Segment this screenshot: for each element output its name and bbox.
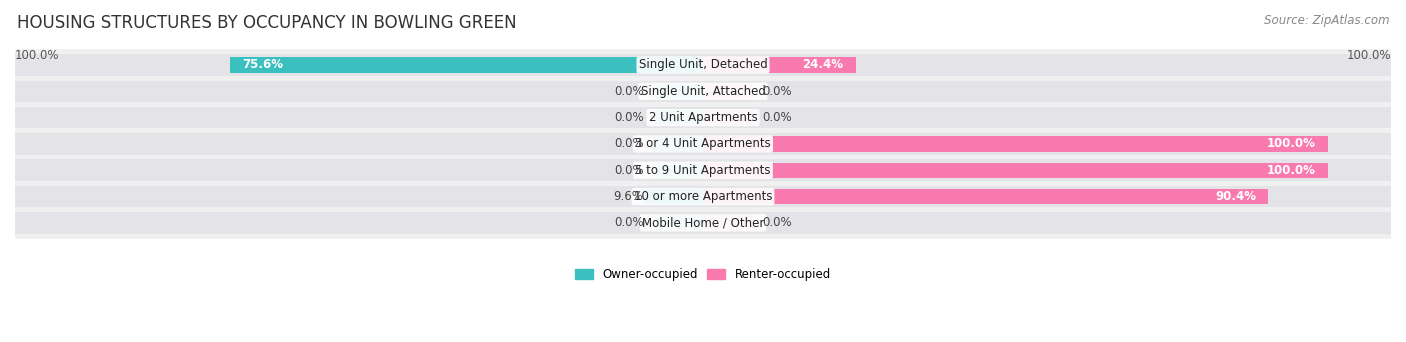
Bar — [643, 189, 703, 204]
Text: 24.4%: 24.4% — [801, 58, 844, 71]
Text: HOUSING STRUCTURES BY OCCUPANCY IN BOWLING GREEN: HOUSING STRUCTURES BY OCCUPANCY IN BOWLI… — [17, 14, 516, 32]
Text: 100.0%: 100.0% — [1347, 49, 1391, 62]
Bar — [15, 80, 1391, 102]
Text: 100.0%: 100.0% — [1267, 164, 1316, 177]
Text: Single Unit, Detached: Single Unit, Detached — [638, 58, 768, 71]
Bar — [15, 159, 1391, 181]
Legend: Owner-occupied, Renter-occupied: Owner-occupied, Renter-occupied — [571, 263, 835, 286]
Bar — [231, 57, 703, 73]
Text: 0.0%: 0.0% — [762, 111, 792, 124]
Bar — [703, 189, 1268, 204]
Bar — [652, 136, 703, 152]
Bar — [15, 212, 1391, 234]
Bar — [652, 84, 703, 99]
Bar — [15, 54, 1391, 76]
Text: 0.0%: 0.0% — [614, 85, 644, 98]
Text: 0.0%: 0.0% — [614, 137, 644, 150]
Bar — [703, 110, 754, 125]
Text: 9.6%: 9.6% — [613, 190, 644, 203]
Bar — [703, 162, 1329, 178]
Text: 0.0%: 0.0% — [614, 164, 644, 177]
Text: Source: ZipAtlas.com: Source: ZipAtlas.com — [1264, 14, 1389, 27]
Text: 75.6%: 75.6% — [243, 58, 284, 71]
Bar — [15, 186, 1391, 207]
Bar — [652, 162, 703, 178]
Bar — [652, 215, 703, 231]
Bar — [703, 136, 1329, 152]
Bar — [652, 110, 703, 125]
Text: 2 Unit Apartments: 2 Unit Apartments — [648, 111, 758, 124]
Bar — [703, 57, 856, 73]
Text: 100.0%: 100.0% — [1267, 137, 1316, 150]
Text: 90.4%: 90.4% — [1215, 190, 1256, 203]
Bar — [15, 133, 1391, 155]
Text: Single Unit, Attached: Single Unit, Attached — [641, 85, 765, 98]
Text: 0.0%: 0.0% — [614, 216, 644, 229]
Bar — [703, 215, 754, 231]
Bar — [15, 107, 1391, 128]
Text: 10 or more Apartments: 10 or more Apartments — [634, 190, 772, 203]
Bar — [703, 84, 754, 99]
Text: 0.0%: 0.0% — [614, 111, 644, 124]
Text: 0.0%: 0.0% — [762, 216, 792, 229]
Text: 0.0%: 0.0% — [762, 85, 792, 98]
Text: 5 to 9 Unit Apartments: 5 to 9 Unit Apartments — [636, 164, 770, 177]
Text: 100.0%: 100.0% — [15, 49, 59, 62]
Text: 3 or 4 Unit Apartments: 3 or 4 Unit Apartments — [636, 137, 770, 150]
Text: Mobile Home / Other: Mobile Home / Other — [641, 216, 765, 229]
